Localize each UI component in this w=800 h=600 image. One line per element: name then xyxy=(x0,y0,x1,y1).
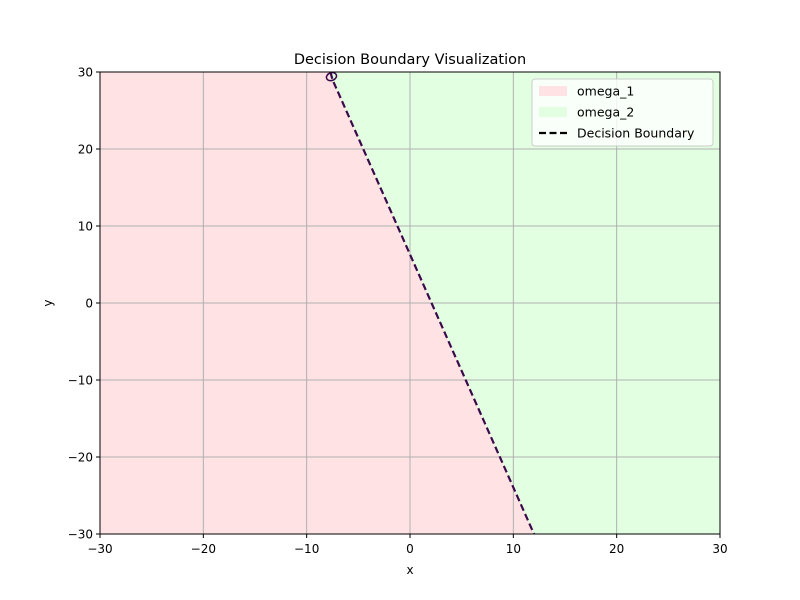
y-tick-label: 20 xyxy=(78,143,93,157)
y-tick-label: −30 xyxy=(68,528,93,542)
legend-entry-decision-boundary-label: Decision Boundary xyxy=(577,126,695,141)
x-tick-label: 0 xyxy=(406,542,414,556)
legend-entry-omega-1-label: omega_1 xyxy=(577,84,634,99)
x-tick-label: −20 xyxy=(191,542,216,556)
y-tick-label: 0 xyxy=(85,297,93,311)
y-tick-label: −10 xyxy=(68,374,93,388)
x-tick-label: 30 xyxy=(712,542,727,556)
legend-entry-omega-2-label: omega_2 xyxy=(577,105,634,120)
x-tick-label: 10 xyxy=(506,542,521,556)
y-axis-label: y xyxy=(41,299,55,306)
decision-boundary-line xyxy=(329,71,536,535)
y-tick-label: 30 xyxy=(78,66,93,80)
legend: omega_1 omega_2 Decision Boundary xyxy=(531,78,714,147)
chart-title: Decision Boundary Visualization xyxy=(294,52,526,68)
y-tick-label: −20 xyxy=(68,451,93,465)
decision-boundary-contour xyxy=(325,71,338,82)
legend-entry-omega-2-swatch xyxy=(539,107,567,117)
x-axis-label: x xyxy=(406,563,413,577)
y-tick-label: 10 xyxy=(78,220,93,234)
x-tick-label: 20 xyxy=(609,542,624,556)
x-tick-label: −10 xyxy=(294,542,319,556)
legend-entry-omega-1-swatch xyxy=(539,86,567,96)
plot-area: −30 −20 −10 0 10 20 30 −30 −20 −10 0 10 20 30 xyxy=(68,66,728,557)
legend-box xyxy=(531,78,714,147)
x-tick-label: −30 xyxy=(87,542,112,556)
